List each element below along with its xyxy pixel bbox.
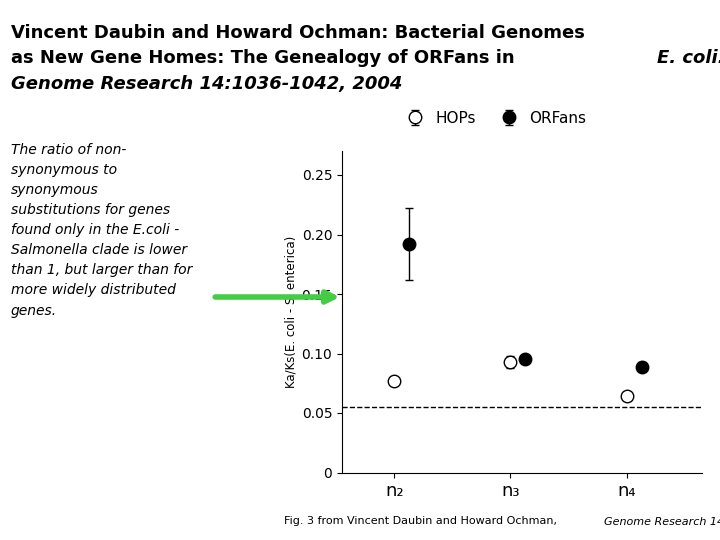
Text: Fig. 3 from Vincent Daubin and Howard Ochman,: Fig. 3 from Vincent Daubin and Howard Oc… <box>284 516 564 526</box>
Text: Genome Research 14:1036-1042, 2004: Genome Research 14:1036-1042, 2004 <box>604 516 720 526</box>
Text: The ratio of non-
synonymous to
synonymous
substitutions for genes
found only in: The ratio of non- synonymous to synonymo… <box>11 143 192 318</box>
Y-axis label: Ka/Ks(E. coli - S. enterica): Ka/Ks(E. coli - S. enterica) <box>284 236 297 388</box>
Text: E. coli.: E. coli. <box>657 49 720 66</box>
Text: Genome Research 14:1036-1042, 2004: Genome Research 14:1036-1042, 2004 <box>11 75 402 92</box>
Text: Vincent Daubin and Howard Ochman: Bacterial Genomes: Vincent Daubin and Howard Ochman: Bacter… <box>11 24 585 42</box>
Text: as New Gene Homes: The Genealogy of ORFans in: as New Gene Homes: The Genealogy of ORFa… <box>11 49 521 66</box>
Legend: HOPs, ORFans: HOPs, ORFans <box>400 111 586 126</box>
